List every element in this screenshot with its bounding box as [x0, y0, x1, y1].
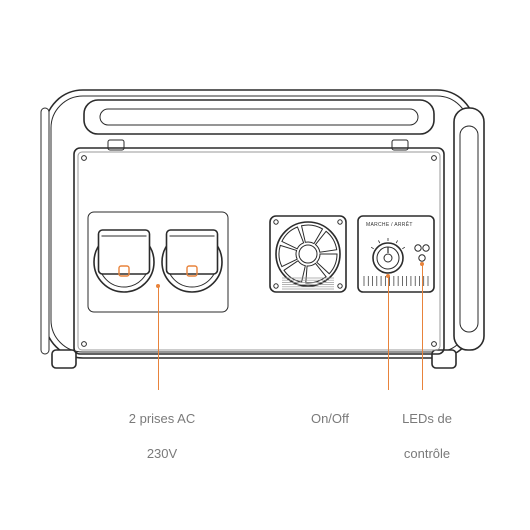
- leader-leds: [422, 264, 423, 390]
- leader-onoff: [388, 276, 389, 390]
- label-outlets: 2 prises AC 230V: [122, 392, 202, 462]
- leader-outlets: [158, 286, 159, 390]
- control-panel-title: MARCHE / ARRÊT: [366, 222, 413, 228]
- diagram-stage: MARCHE / ARRÊT 2 prises AC 230V On/Off L…: [0, 0, 530, 530]
- label-onoff: On/Off: [300, 392, 360, 427]
- label-leds: LEDs de contrôle: [392, 392, 462, 462]
